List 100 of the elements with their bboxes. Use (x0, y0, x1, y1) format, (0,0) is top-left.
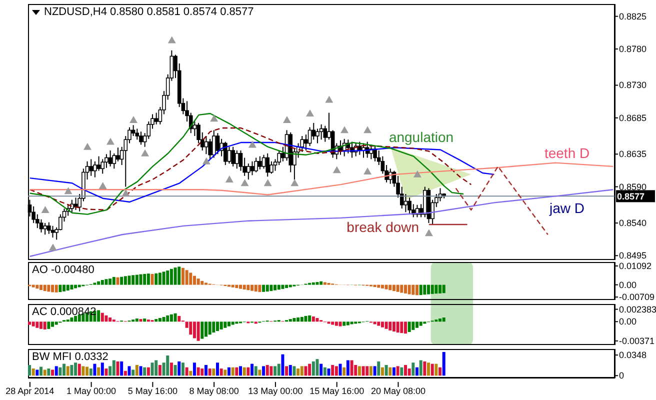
bar (362, 366, 365, 376)
bar (54, 284, 58, 292)
bar (396, 284, 400, 292)
bar (274, 284, 277, 290)
x-tick-label: 5 May 16:00 (128, 386, 178, 396)
bar (246, 367, 250, 376)
bar (40, 284, 43, 290)
bar (204, 364, 208, 376)
bar (292, 318, 296, 322)
point (64, 187, 72, 194)
bar (150, 362, 154, 376)
bar (331, 364, 334, 376)
point (364, 126, 372, 134)
bar (438, 318, 442, 322)
y-tick-label: -0.00709 (619, 292, 655, 302)
point (340, 126, 349, 134)
annotation: angulation (388, 128, 454, 145)
bar (358, 366, 361, 376)
bar (242, 284, 246, 290)
bar (36, 370, 39, 376)
bar (220, 322, 223, 330)
point (325, 96, 334, 103)
bar (97, 367, 100, 376)
bar (316, 318, 319, 322)
y-tick-label: 0.8495 (619, 250, 647, 261)
bar (380, 367, 384, 376)
bar (274, 366, 277, 376)
bar (434, 364, 438, 376)
bar (438, 367, 442, 376)
chart-title: AO -0.00480 (32, 264, 94, 276)
annotation: break down (346, 219, 420, 236)
point (83, 142, 92, 150)
point (248, 140, 256, 148)
bar (174, 364, 177, 376)
bar (384, 322, 388, 329)
point (210, 114, 218, 122)
bar (62, 364, 66, 376)
candlestick (139, 131, 143, 146)
bar (392, 367, 396, 376)
candlestick (250, 160, 254, 176)
bar (427, 284, 430, 294)
bar (404, 284, 407, 294)
bar (216, 362, 219, 376)
bar (185, 270, 188, 285)
bar (97, 310, 100, 322)
bar (143, 274, 146, 285)
bar (392, 322, 396, 332)
candlestick (227, 146, 232, 164)
point (282, 116, 291, 124)
bar (32, 368, 35, 376)
point (122, 189, 130, 196)
bar (327, 368, 330, 376)
bar (28, 364, 31, 376)
annotation: teeth D (544, 144, 590, 161)
bar (128, 366, 131, 376)
bar (47, 322, 50, 329)
bar (139, 274, 142, 285)
bar (308, 364, 312, 376)
bar (320, 364, 323, 376)
bar (132, 275, 135, 285)
bar (146, 367, 150, 376)
candlestick (154, 112, 158, 125)
bar (212, 368, 216, 376)
annotation: jaw D (550, 200, 585, 216)
bar (100, 280, 104, 285)
bar (70, 364, 74, 376)
bar (74, 362, 78, 376)
bar (66, 366, 70, 376)
bar (192, 322, 196, 338)
candlestick (89, 158, 94, 176)
candlestick (93, 160, 97, 178)
bar (292, 366, 296, 376)
bar (212, 322, 216, 333)
bar (174, 313, 177, 322)
bar (408, 322, 411, 332)
bar (312, 316, 315, 322)
bar (132, 370, 135, 376)
bar (70, 317, 74, 322)
y-tick-label: 0.8590 (619, 182, 647, 192)
bar (288, 364, 292, 376)
bar (342, 367, 346, 376)
bar (143, 367, 146, 376)
bar (82, 366, 85, 376)
bar (442, 317, 446, 322)
bar (208, 368, 212, 376)
candlestick (70, 199, 74, 213)
bar (51, 322, 54, 327)
line-series (29, 127, 472, 211)
bar (28, 322, 31, 325)
bar (93, 364, 96, 376)
x-tick-label: 8 May 08:00 (189, 386, 239, 396)
bar (124, 276, 127, 285)
bar (388, 367, 392, 376)
y-tick-label: 0.0348 (619, 350, 647, 360)
bar (158, 364, 162, 376)
line-series (29, 162, 614, 196)
bar (254, 284, 258, 292)
bar (47, 284, 50, 292)
bar (412, 322, 415, 330)
bar (281, 354, 284, 376)
